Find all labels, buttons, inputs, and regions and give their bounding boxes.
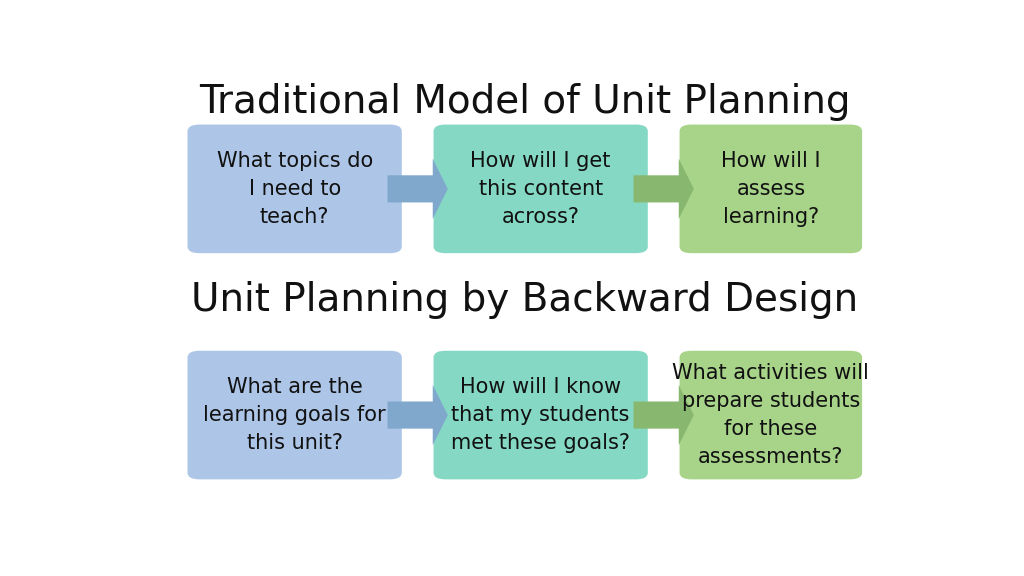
FancyBboxPatch shape <box>433 351 648 479</box>
Polygon shape <box>387 159 447 219</box>
FancyBboxPatch shape <box>187 124 401 253</box>
Polygon shape <box>387 385 447 445</box>
FancyBboxPatch shape <box>187 351 401 479</box>
Text: How will I
assess
learning?: How will I assess learning? <box>721 151 820 227</box>
FancyBboxPatch shape <box>433 124 648 253</box>
Text: Unit Planning by Backward Design: Unit Planning by Backward Design <box>191 281 858 319</box>
Text: Traditional Model of Unit Planning: Traditional Model of Unit Planning <box>199 84 851 122</box>
Polygon shape <box>634 385 694 445</box>
Text: What topics do
I need to
teach?: What topics do I need to teach? <box>216 151 373 227</box>
Text: What are the
learning goals for
this unit?: What are the learning goals for this uni… <box>204 377 386 453</box>
FancyBboxPatch shape <box>680 124 862 253</box>
Polygon shape <box>634 159 694 219</box>
Text: What activities will
prepare students
for these
assessments?: What activities will prepare students fo… <box>673 363 869 467</box>
Text: How will I get
this content
across?: How will I get this content across? <box>470 151 611 227</box>
FancyBboxPatch shape <box>680 351 862 479</box>
Text: How will I know
that my students
met these goals?: How will I know that my students met the… <box>452 377 630 453</box>
